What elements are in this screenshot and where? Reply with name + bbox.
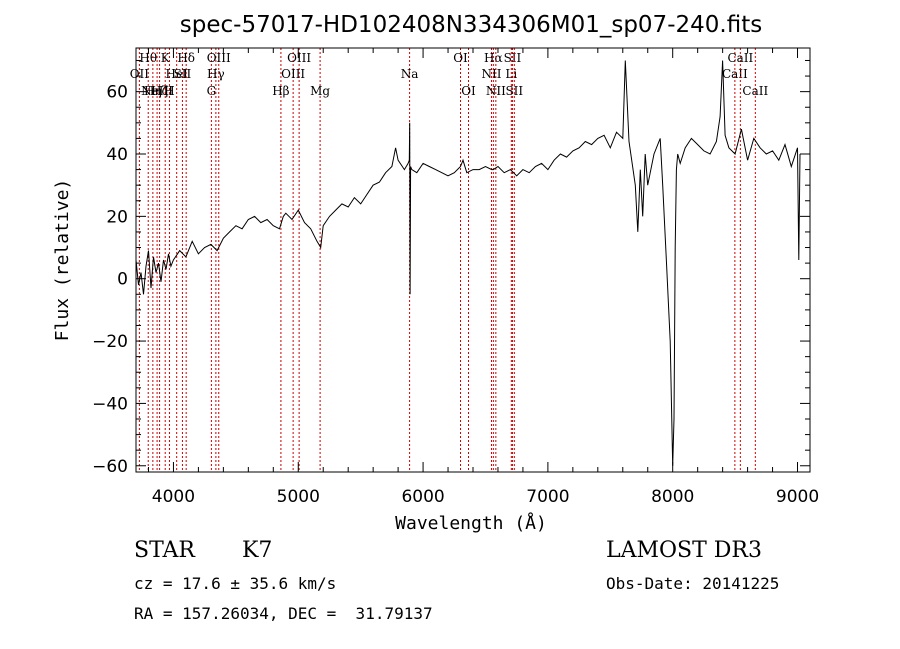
spectral-line-label: NeIII bbox=[141, 84, 173, 98]
chart-title: spec-57017-HD102408N334306M01_sp07-240.f… bbox=[180, 12, 762, 38]
redshift-velocity: cz = 17.6 ± 35.6 km/s bbox=[134, 574, 337, 593]
spectral-line-label: OI bbox=[461, 84, 476, 98]
spectral-line-label: SII bbox=[174, 67, 192, 81]
spectral-line-label: Li bbox=[505, 67, 517, 81]
spectral-line-label: K bbox=[161, 51, 171, 65]
y-tick-label: 0 bbox=[117, 270, 128, 290]
spectral-line-label: OI bbox=[453, 51, 468, 65]
spectral-line-label: Hη bbox=[144, 84, 162, 98]
spectral-line-label: Hγ bbox=[207, 67, 225, 81]
spectral-line-label: Hζ bbox=[151, 84, 168, 98]
coordinates: RA = 157.26034, DEC = 31.79137 bbox=[134, 604, 433, 623]
x-tick-label: 8000 bbox=[651, 487, 694, 507]
spectral-line-label: NII bbox=[486, 84, 506, 98]
y-tick-label: 40 bbox=[106, 145, 128, 165]
x-tick-label: 6000 bbox=[401, 487, 444, 507]
spectral-line-label: OII bbox=[130, 67, 150, 81]
spectral-line-label: SII bbox=[505, 84, 523, 98]
spectral-line-label: CaII bbox=[742, 84, 768, 98]
spectrum-line bbox=[135, 60, 801, 466]
y-tick-label: −60 bbox=[92, 457, 128, 477]
plot-frame bbox=[135, 47, 811, 473]
spectral-line-label: SII bbox=[504, 51, 522, 65]
spectral-line-label: Hδ bbox=[177, 51, 195, 65]
spectral-line-label: Hα bbox=[484, 51, 503, 65]
observation-date: Obs-Date: 20141225 bbox=[606, 574, 780, 593]
spectral-line-label: Hθ bbox=[139, 51, 157, 65]
x-axis: 4000 5000 6000 7000 8000 9000 bbox=[147, 48, 819, 507]
spectral-line-label: Mg bbox=[310, 84, 330, 98]
x-tick-label: 4000 bbox=[152, 487, 195, 507]
y-tick-label: 20 bbox=[106, 207, 128, 227]
spectral-line-label: G bbox=[207, 84, 217, 98]
spectral-line-label: CaII bbox=[727, 51, 753, 65]
x-tick-label: 5000 bbox=[277, 487, 320, 507]
y-tick-label: −40 bbox=[92, 394, 128, 414]
spectral-line-label: CaII bbox=[722, 67, 748, 81]
spectral-lines-layer: OIIHθHηNeIIIHζKHHeISIIHδGHγOIIIHβOIIIOII… bbox=[130, 48, 768, 472]
y-axis-label: Flux (relative) bbox=[52, 179, 73, 342]
spectral-line-label: Hβ bbox=[272, 84, 289, 98]
object-class: STAR bbox=[134, 538, 195, 563]
x-axis-label: Wavelength (Å) bbox=[395, 512, 547, 534]
y-tick-label: 60 bbox=[106, 83, 128, 103]
spectral-line-label: OIII bbox=[281, 67, 305, 81]
x-tick-label: 7000 bbox=[526, 487, 569, 507]
object-subclass: K7 bbox=[242, 538, 273, 563]
y-axis: −60 −40 −20 0 20 40 60 bbox=[92, 59, 810, 477]
spectral-line-label: OIII bbox=[287, 51, 311, 65]
spectral-line-label: NII bbox=[481, 67, 501, 81]
series-layer bbox=[135, 60, 801, 466]
survey-name: LAMOST DR3 bbox=[606, 538, 762, 563]
x-tick-label: 9000 bbox=[776, 487, 819, 507]
spectral-line-label: H bbox=[164, 84, 174, 98]
spectral-line-label: OIII bbox=[207, 51, 231, 65]
spectral-line-label: Na bbox=[401, 67, 419, 81]
y-tick-label: −20 bbox=[92, 332, 128, 352]
